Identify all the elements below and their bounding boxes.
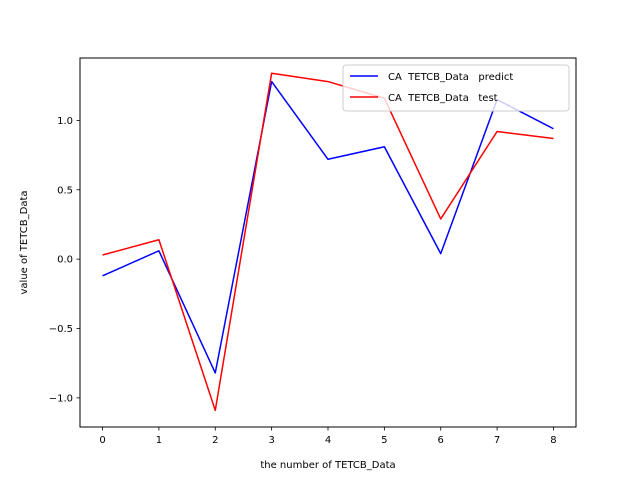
x-tick-label: 6 (438, 435, 444, 446)
y-tick-label: 0.0 (57, 255, 73, 266)
x-tick-label: 3 (268, 435, 274, 446)
x-tick-label: 8 (550, 435, 556, 446)
x-tick-label: 0 (99, 435, 105, 446)
y-tick-label: −0.5 (49, 324, 73, 335)
x-tick-label: 1 (156, 435, 162, 446)
x-tick-label: 7 (494, 435, 500, 446)
y-axis-title: value of TETCB_Data (19, 191, 30, 295)
y-tick-label: 0.5 (57, 185, 73, 196)
series-layer (102, 72, 554, 412)
x-tick-label: 5 (381, 435, 387, 446)
y-axis: −1.0 −0.5 0.0 0.5 1.0 (49, 116, 80, 404)
series-line-predict (102, 80, 554, 374)
series-line-test (102, 72, 554, 412)
legend: CA TETCB_Data predict CA TETCB_Data test (342, 64, 570, 112)
legend-label-predict: CA TETCB_Data predict (388, 72, 513, 83)
x-tick-label: 4 (325, 435, 331, 446)
y-tick-label: 1.0 (57, 116, 73, 127)
y-tick-label: −1.0 (49, 393, 73, 404)
legend-label-test: CA TETCB_Data test (388, 93, 498, 104)
legend-box (342, 64, 570, 112)
x-axis: 0 1 2 3 4 5 6 7 8 (99, 427, 557, 446)
plot-background (80, 58, 576, 427)
x-axis-title: the number of TETCB_Data (260, 460, 395, 471)
x-tick-label: 2 (212, 435, 218, 446)
